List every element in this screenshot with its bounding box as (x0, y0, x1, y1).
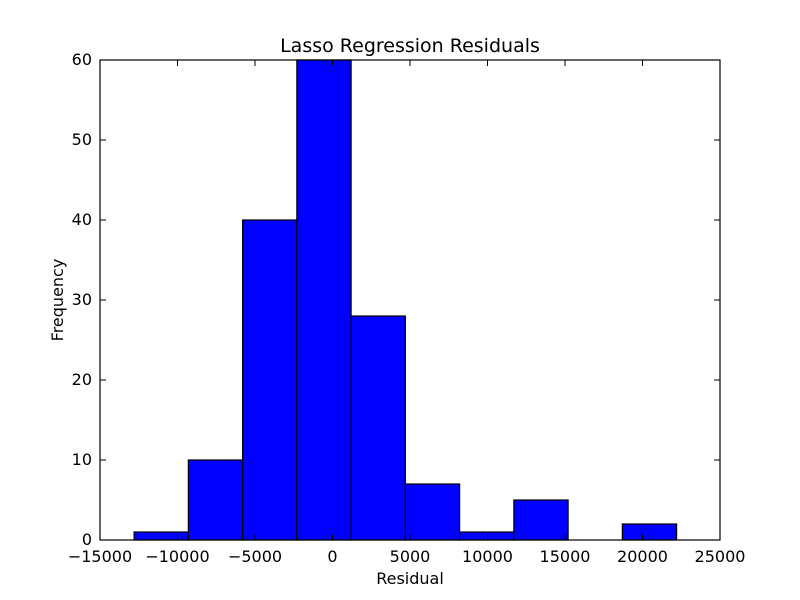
y-axis-label: Frequency (48, 259, 67, 342)
x-tick-label: 20000 (617, 547, 668, 566)
y-tick-label: 40 (72, 210, 92, 229)
histogram-bar (242, 219, 298, 541)
histogram-bar (350, 315, 406, 541)
x-tick-label: −10000 (145, 547, 209, 566)
histogram-bar (133, 531, 189, 541)
x-tick-label: −5000 (228, 547, 282, 566)
x-tick-label: 10000 (462, 547, 513, 566)
ticks-group: −15000 −10000 −5000 0 5000 10000 15000 20000 250… (68, 50, 746, 566)
histogram-bar (404, 483, 461, 541)
x-tick-label: 15000 (540, 547, 591, 566)
y-tick-label: 0 (82, 530, 92, 549)
y-tick-label: 60 (72, 50, 92, 69)
y-tick-label: 20 (72, 370, 92, 389)
histogram-bar (621, 523, 678, 541)
bars-group (133, 59, 678, 541)
histogram-bar (513, 499, 569, 541)
y-tick-label: 10 (72, 450, 92, 469)
histogram-bar (296, 59, 352, 541)
plot-frame (99, 59, 721, 541)
histogram-bar (459, 531, 515, 541)
x-tick-label: 5000 (390, 547, 431, 566)
y-tick-label: 30 (72, 290, 92, 309)
chart-title: Lasso Regression Residuals (280, 35, 540, 57)
x-tick-label: −15000 (68, 547, 132, 566)
x-axis-label: Residual (376, 569, 444, 588)
y-tick-label: 50 (72, 130, 92, 149)
x-tick-label: 0 (327, 547, 337, 566)
histogram-bar (187, 459, 244, 541)
x-tick-label: 25000 (695, 547, 746, 566)
